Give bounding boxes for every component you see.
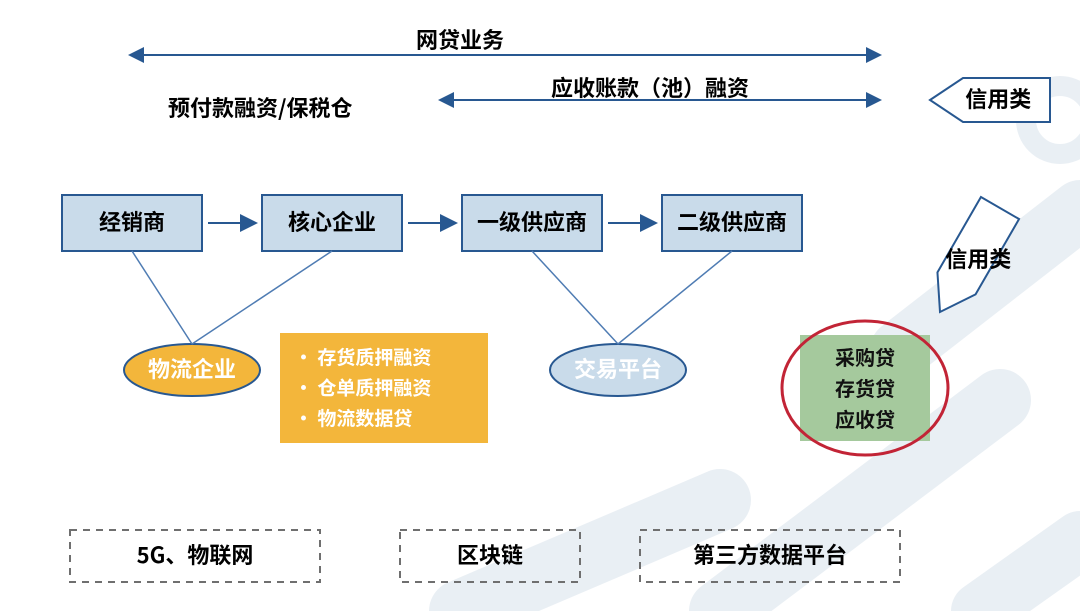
span-label-second: 应收账款（池）融资 [551,71,749,103]
green-item-0: 采购贷 [835,342,895,371]
dashed-tech-3rd-label: 第三方数据平台 [693,538,847,570]
watermark [460,86,1080,611]
dashed-tech-bc-label: 区块链 [457,538,523,570]
top-left-text: 预付款融资/保税仓 [168,91,353,123]
connector-distributor-logistics [132,251,192,344]
node-distributor-label: 经销商 [99,205,165,237]
yellow-item-1: ・ 仓单质押融资 [294,374,431,401]
connector-core-logistics [192,251,332,344]
connector-supplier1-trading [532,251,618,344]
credit-arrow-horizontal-label: 信用类 [965,82,1031,114]
connector-supplier2-trading [618,251,732,344]
green-item-2: 应收贷 [835,404,895,433]
green-item-1: 存货贷 [835,373,895,402]
dashed-tech-5g-label: 5G、物联网 [137,538,254,570]
node-supplier1-label: 一级供应商 [477,205,587,237]
node-core-label: 核心企业 [288,205,376,237]
credit-arrow-diagonal-label: 信用类 [945,242,1011,274]
node-supplier2-label: 二级供应商 [677,205,787,237]
span-label-main: 网贷业务 [416,23,504,55]
ellipse-trading-label: 交易平台 [574,352,662,384]
yellow-item-0: ・ 存货质押融资 [294,343,431,370]
yellow-item-2: ・ 物流数据贷 [294,404,412,431]
ellipse-logistics-label: 物流企业 [148,352,236,384]
